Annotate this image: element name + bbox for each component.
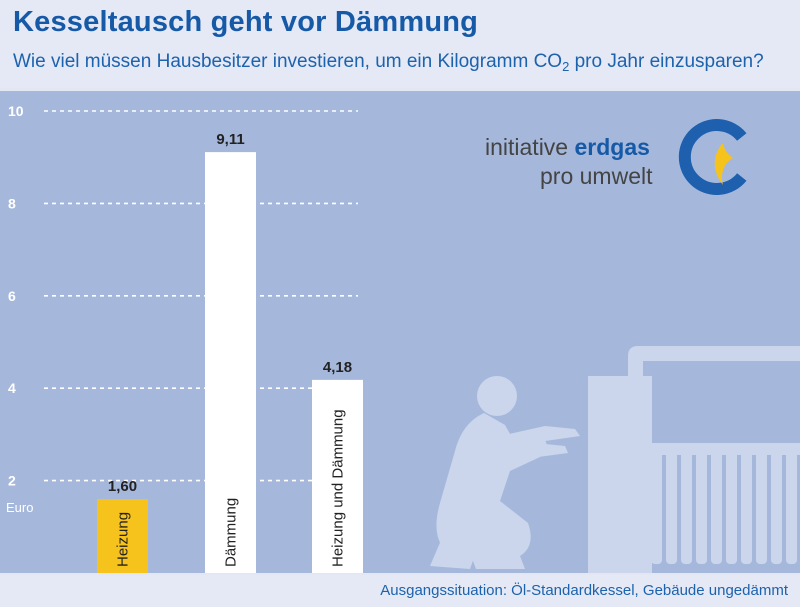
- logo-line2: pro umwelt: [540, 163, 653, 189]
- source-note: Ausgangssituation: Öl-Standardkessel, Ge…: [380, 582, 788, 599]
- logo-text-erdgas: erdgas: [574, 134, 649, 160]
- data-label: 4,18: [323, 359, 352, 376]
- logo-ring-icon: [678, 119, 747, 195]
- worker-illustration: [430, 346, 800, 573]
- data-label: 1,60: [108, 478, 137, 495]
- category-label: Heizung und Dämmung: [330, 409, 347, 567]
- y-tick-label: 10: [8, 103, 24, 119]
- category-label: Dämmung: [223, 498, 240, 567]
- y-tick-label: 2: [8, 473, 16, 489]
- logo-line1: initiative erdgas: [485, 134, 650, 160]
- subtitle-text-end: pro Jahr einzusparen?: [569, 51, 764, 72]
- y-axis-ticks: 2 4 6 8 10: [8, 103, 24, 489]
- subtitle-text: Wie viel müssen Hausbesitzer investieren…: [13, 51, 563, 72]
- y-tick-label: 4: [8, 380, 16, 396]
- y-tick-label: 6: [8, 288, 16, 304]
- y-axis-unit: Euro: [6, 500, 33, 515]
- chart-grid: [44, 110, 358, 482]
- value-labels: 1,60 9,11 4,18: [108, 131, 352, 495]
- bar-2: [205, 152, 256, 573]
- category-label: Heizung: [115, 512, 132, 567]
- bar-1: [97, 499, 148, 573]
- header: Kesseltausch geht vor Dämmung Wie viel m…: [0, 0, 800, 88]
- data-label: 9,11: [216, 131, 244, 148]
- chart-subtitle: Wie viel müssen Hausbesitzer investieren…: [13, 51, 764, 73]
- logo: initiative erdgas pro umwelt: [485, 119, 747, 195]
- pipe: [628, 346, 800, 443]
- chart-area: initiative erdgas pro umwelt 2 4 6 8 10 Euro…: [0, 91, 800, 573]
- footer: Ausgangssituation: Öl-Standardkessel, Ge…: [0, 575, 800, 607]
- chart-svg: initiative erdgas pro umwelt 2 4 6 8 10 Euro…: [6, 103, 800, 573]
- y-tick-label: 8: [8, 195, 16, 211]
- bar-3: [312, 379, 363, 573]
- chart-title: Kesseltausch geht vor Dämmung: [13, 6, 479, 38]
- subtitle-subscript: 2: [562, 59, 570, 74]
- man-silhouette: [430, 376, 580, 569]
- radiator: [636, 449, 797, 564]
- bars: [97, 152, 363, 573]
- logo-flame-icon: [714, 143, 733, 185]
- logo-text-initiative: initiative: [485, 134, 574, 160]
- category-labels: Heizung Dämmung Heizung und Dämmung: [115, 409, 347, 567]
